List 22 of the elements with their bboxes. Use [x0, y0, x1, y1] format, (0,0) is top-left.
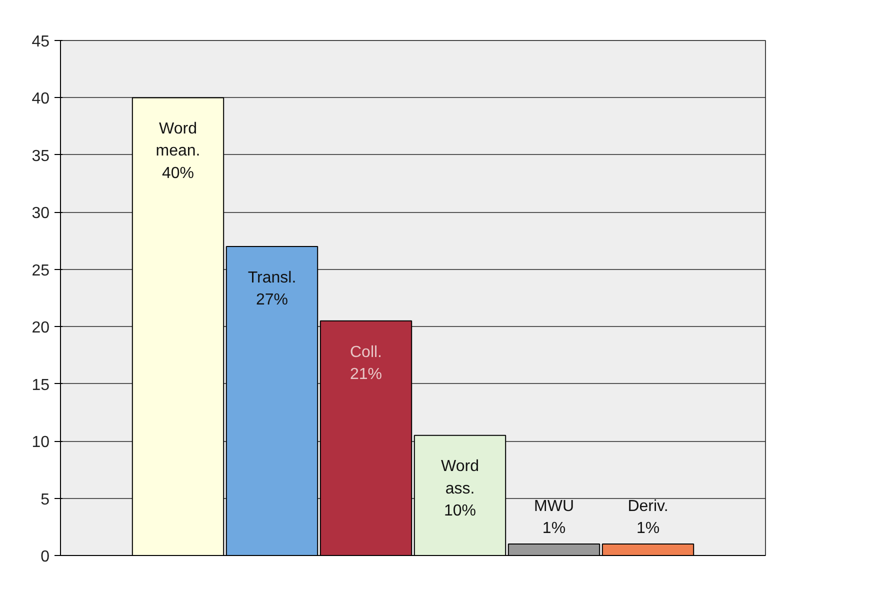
- y-tick-label: 30: [32, 205, 50, 222]
- y-tick-label: 20: [32, 320, 50, 337]
- y-tick-label: 35: [32, 148, 50, 165]
- data-label: 1%: [636, 520, 660, 538]
- y-tick-label: 15: [32, 376, 50, 394]
- data-label: 40%: [162, 164, 194, 182]
- x-tick-label: Word mean.: [156, 120, 200, 160]
- x-tick-label: Word ass.: [441, 458, 479, 498]
- y-tick-label: 25: [32, 262, 50, 280]
- data-label: 10%: [444, 502, 476, 520]
- x-tick-label: Transl.: [248, 269, 296, 286]
- x-tick-label: Deriv.: [628, 498, 668, 516]
- y-tick-label: 5: [40, 491, 50, 508]
- data-label: 27%: [256, 291, 288, 308]
- data-label: 1%: [542, 520, 566, 538]
- y-tick-label: 10: [32, 434, 50, 452]
- x-tick-label: Coll.: [350, 344, 382, 361]
- y-tick-label: 0: [40, 548, 50, 566]
- data-label: 21%: [350, 366, 382, 383]
- x-tick-label: MWU: [534, 498, 574, 516]
- y-tick-label: 45: [32, 34, 50, 50]
- y-tick-label: 40: [32, 90, 50, 108]
